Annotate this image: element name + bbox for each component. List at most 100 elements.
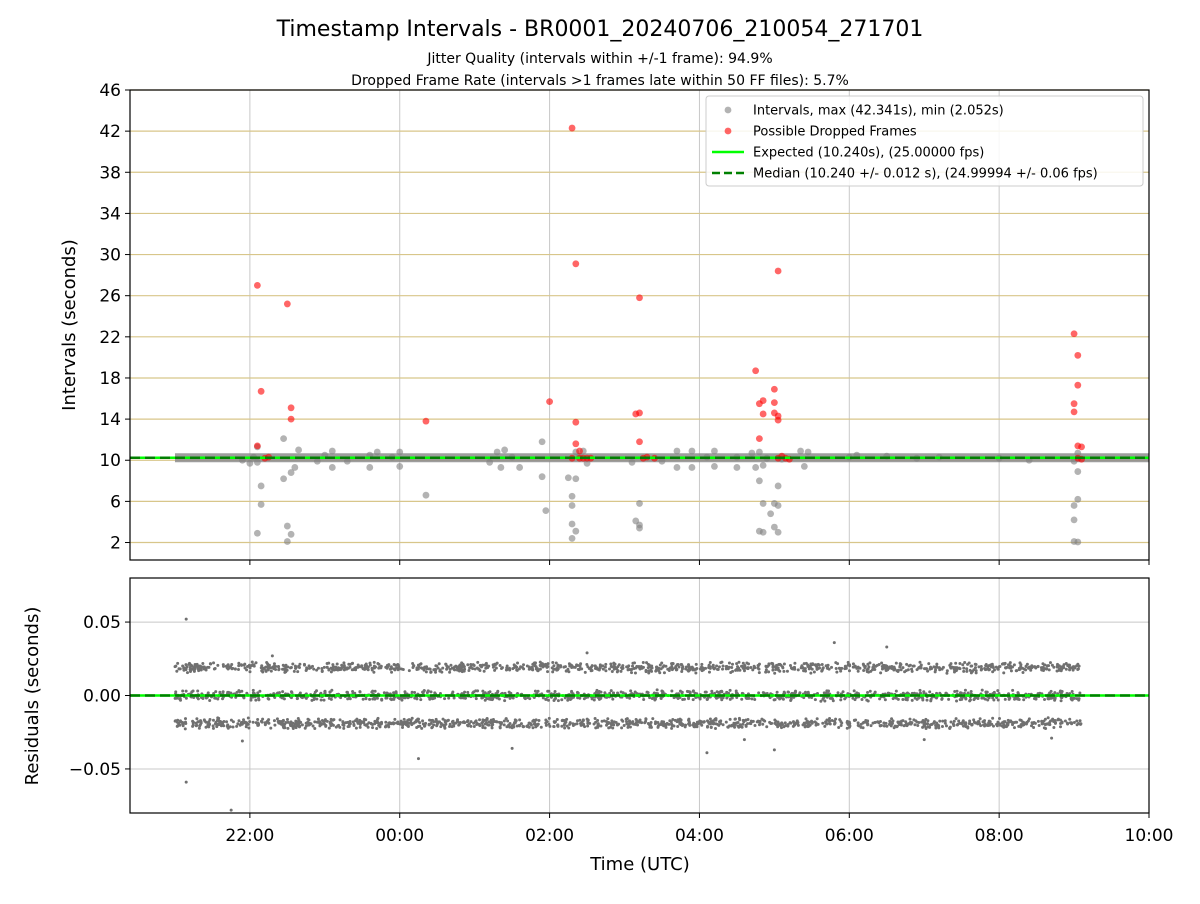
residual-point xyxy=(385,691,389,695)
interval-point xyxy=(343,457,351,465)
residual-point xyxy=(311,724,315,728)
residual-point xyxy=(996,667,1000,671)
residual-point xyxy=(611,697,615,701)
residual-point xyxy=(555,668,559,672)
residual-point xyxy=(973,696,977,700)
residual-point xyxy=(546,670,550,674)
residual-point xyxy=(213,696,217,700)
dropped-frame-point xyxy=(283,300,291,308)
residual-point xyxy=(457,669,461,673)
residual-point xyxy=(1078,719,1082,723)
residual-point xyxy=(918,660,922,664)
residual-point xyxy=(749,665,753,669)
residual-point xyxy=(316,666,320,670)
residual-outlier-point xyxy=(832,641,836,645)
residual-point xyxy=(665,722,669,726)
interval-point xyxy=(253,458,261,466)
interval-point xyxy=(538,438,546,446)
residual-point xyxy=(573,722,577,726)
residual-point xyxy=(804,669,808,673)
residual-outlier-point xyxy=(240,739,244,743)
residual-point xyxy=(955,667,959,671)
residual-point xyxy=(969,664,973,668)
residual-point xyxy=(891,697,895,701)
residual-point xyxy=(578,718,582,722)
residual-point xyxy=(628,721,632,725)
residual-point xyxy=(356,720,360,724)
residual-point xyxy=(400,698,404,702)
residual-point xyxy=(247,663,251,667)
residual-point xyxy=(615,670,619,674)
residual-point xyxy=(625,722,629,726)
residual-point xyxy=(771,668,775,672)
residual-point xyxy=(719,661,723,665)
residual-point xyxy=(196,663,200,667)
residual-point xyxy=(1002,671,1006,675)
residual-point xyxy=(1009,719,1013,723)
residual-point xyxy=(582,697,586,701)
residual-point xyxy=(646,721,650,725)
residual-point xyxy=(729,670,733,674)
residual-point xyxy=(236,668,240,672)
residual-point xyxy=(977,665,981,669)
residual-outlier-point xyxy=(922,738,926,742)
residual-point xyxy=(555,717,559,721)
residual-point xyxy=(173,696,177,700)
residual-point xyxy=(335,662,339,666)
residual-point xyxy=(460,670,464,674)
residual-point xyxy=(717,723,721,727)
residual-point xyxy=(737,716,741,720)
residual-outlier-point xyxy=(772,748,776,752)
residual-point xyxy=(924,667,928,671)
residual-point xyxy=(984,691,988,695)
residual-point xyxy=(544,697,548,701)
residual-point xyxy=(429,690,433,694)
residual-point xyxy=(481,689,485,693)
residual-point xyxy=(1041,669,1045,673)
residual-point xyxy=(921,720,925,724)
residual-point xyxy=(183,727,187,731)
residual-point xyxy=(1053,721,1057,725)
residual-point xyxy=(456,718,460,722)
residual-point xyxy=(815,717,819,721)
residual-point xyxy=(242,718,246,722)
residual-point xyxy=(468,666,472,670)
residual-point xyxy=(598,663,602,667)
residual-point xyxy=(511,667,515,671)
residual-point xyxy=(915,697,919,701)
residual-point xyxy=(680,690,684,694)
residual-point xyxy=(231,720,235,724)
residual-point xyxy=(195,717,199,721)
residual-point xyxy=(1078,722,1082,726)
interval-point xyxy=(1074,538,1082,546)
residual-point xyxy=(876,720,880,724)
interval-point xyxy=(755,477,763,485)
residual-point xyxy=(728,688,732,692)
residual-point xyxy=(885,666,889,670)
residual-point xyxy=(1053,691,1057,695)
residual-point xyxy=(852,689,856,693)
residual-point xyxy=(513,721,517,725)
residual-point xyxy=(276,665,280,669)
interval-point xyxy=(583,459,591,467)
residual-point xyxy=(866,690,870,694)
residual-point xyxy=(539,725,543,729)
residual-point xyxy=(955,699,959,703)
residual-point xyxy=(852,665,856,669)
residual-point xyxy=(409,721,413,725)
residual-point xyxy=(1073,696,1077,700)
residual-point xyxy=(839,724,843,728)
residual-point xyxy=(898,665,902,669)
residual-point xyxy=(659,667,663,671)
residual-point xyxy=(679,718,683,722)
residual-point xyxy=(255,722,259,726)
residual-point xyxy=(757,671,761,675)
dropped-frame-point xyxy=(576,447,583,455)
residual-point xyxy=(970,723,974,727)
residual-point xyxy=(771,665,775,669)
residual-point xyxy=(512,663,516,667)
residual-point xyxy=(806,690,810,694)
residual-point xyxy=(264,669,268,673)
residual-point xyxy=(735,662,739,666)
residual-point xyxy=(921,698,925,702)
